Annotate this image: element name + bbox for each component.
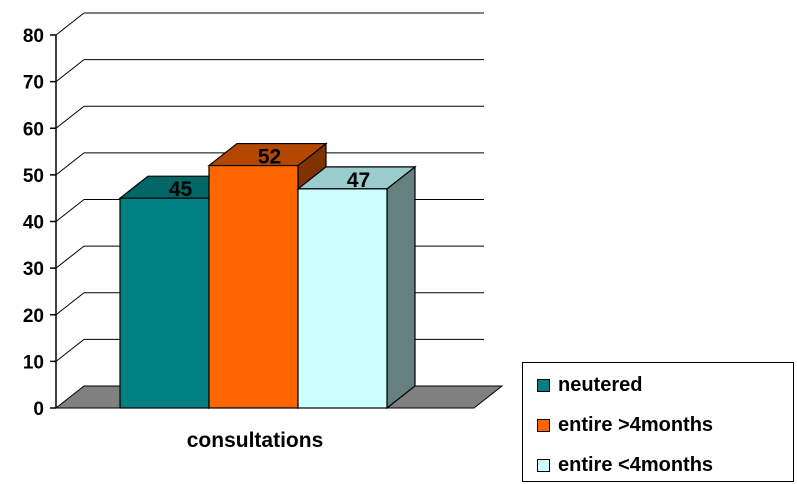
gridline-diagonal [55, 12, 85, 36]
x-category-label: consultations [187, 429, 324, 452]
legend: neutered entire >4months entire <4months [522, 362, 794, 482]
gridline-diagonal [55, 245, 85, 269]
data-label: 47 [347, 169, 370, 192]
y-tick-label: 60 [23, 119, 44, 140]
y-axis-ticks: 0 10 20 30 40 50 60 70 80 [23, 26, 44, 420]
bar-2 [296, 165, 417, 410]
gridline-diagonal [55, 152, 85, 176]
legend-swatch-entire-over-4months [537, 418, 550, 432]
bar-front [208, 164, 299, 409]
data-label: 52 [258, 146, 281, 169]
bar-front [297, 188, 388, 409]
y-tick-label: 80 [23, 26, 44, 47]
y-tick-label: 40 [23, 213, 44, 234]
data-labels: 45 52 47 [169, 146, 370, 202]
gridline-diagonal [55, 199, 85, 222]
y-tick-label: 0 [33, 399, 44, 420]
data-label: 45 [169, 178, 193, 201]
gridline-diagonal [55, 105, 85, 129]
gridline-diagonal [55, 292, 85, 316]
legend-label: neutered [558, 373, 643, 396]
legend-label: entire >4months [558, 413, 714, 436]
legend-item-entire-under-4months: entire <4months [537, 453, 713, 477]
bar-front [119, 197, 210, 409]
y-tick-label: 30 [23, 259, 44, 280]
legend-swatch-neutered [537, 378, 550, 392]
bars [118, 142, 417, 410]
gridline-diagonal [55, 59, 85, 83]
y-tick-label: 20 [23, 306, 44, 327]
y-tick-label: 50 [23, 166, 44, 187]
y-tick-label: 70 [23, 73, 44, 94]
legend-item-entire-over-4months: entire >4months [537, 413, 713, 437]
legend-item-neutered: neutered [537, 373, 642, 397]
legend-swatch-entire-under-4months [537, 458, 550, 472]
legend-label: entire <4months [558, 453, 714, 476]
bar-side [386, 165, 416, 410]
y-tick-label: 10 [23, 352, 44, 373]
gridline-diagonal [55, 338, 85, 362]
